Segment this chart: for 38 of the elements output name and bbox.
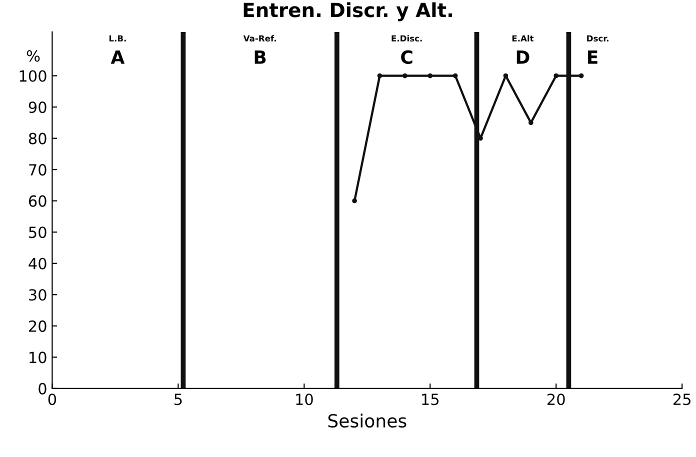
point [452,73,458,78]
y-tick-label: 100 [20,70,46,82]
y-tick-label: 20 [29,320,46,332]
annotation: D [516,50,530,64]
x-tick-label: 15 [422,394,439,406]
x-tick-label: 10 [296,394,313,406]
annotation: L.B. [109,35,126,42]
point [352,198,357,204]
annotation: Dscr. [587,35,608,42]
y-tick-label: 70 [29,164,46,176]
annotation: C [401,50,412,64]
y-tick-label: 50 [29,226,46,238]
y-tick-label: 40 [28,258,46,270]
annotation: B [254,50,266,64]
x-tick-label: 5 [174,394,182,406]
annotation: E.Alt [512,35,534,42]
y-tick-label: 80 [28,132,46,144]
y-tick-label: 90 [28,102,46,114]
x-tick-label: 25 [673,394,690,406]
annotation: A [110,50,125,64]
point [528,120,534,126]
point [377,73,382,78]
annotation: E [588,50,598,64]
y-tick-label: 0 [38,382,46,394]
y-axis-title: % [26,50,40,62]
y-tick-label: 10 [30,352,46,364]
point [402,73,408,78]
point [554,73,559,78]
annotation: Va-Ref. [243,35,276,42]
x-tick-label: 20 [548,394,565,406]
y-tick-label: 60 [28,195,46,207]
x-tick-label: 0 [48,394,56,406]
point [578,73,584,78]
x-axis-title: Sesiones [328,414,406,428]
annotation: E.Disc. [392,35,422,42]
chart-title: Entren. Discr. y Alt. [244,2,452,22]
y-tick-label: 30 [29,289,46,301]
point [428,73,433,78]
